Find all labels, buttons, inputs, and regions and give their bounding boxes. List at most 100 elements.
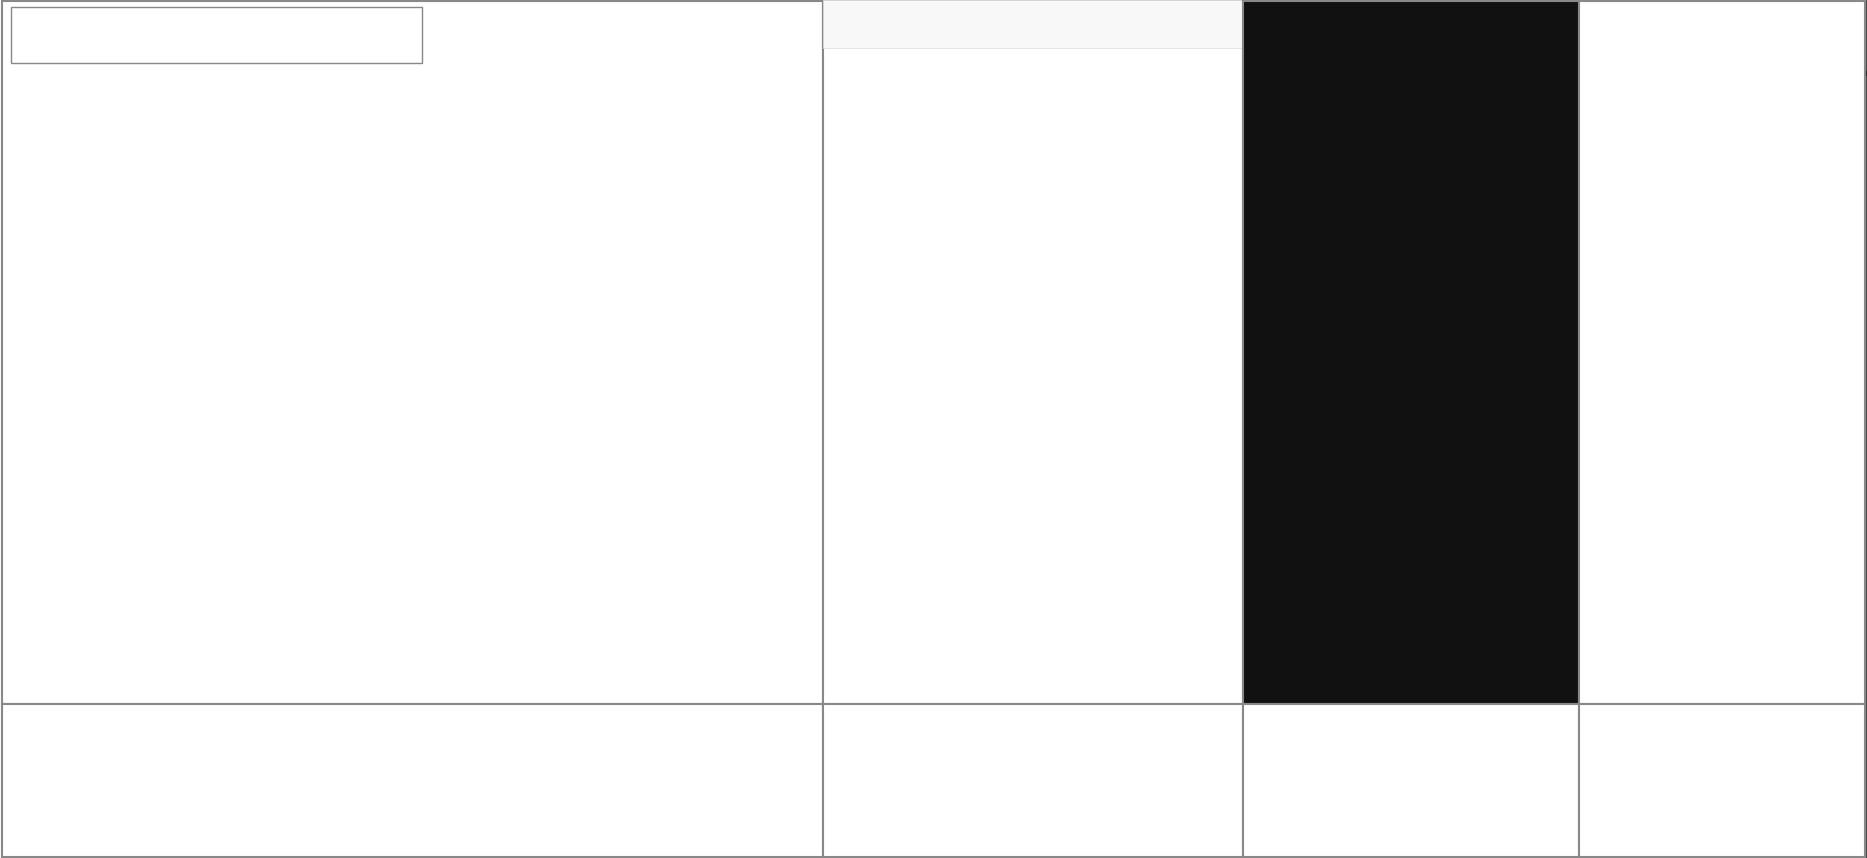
FancyBboxPatch shape [273,352,375,507]
Text: (Complexity) The
woodpecker's mechanism is
complex and may be difficult
to repli: (Complexity) The woodpecker's mechanism … [1585,499,1718,540]
Text: osteoclast: osteoclast [426,601,474,611]
Text: woodpecker: woodpecker [1260,452,1331,466]
FancyBboxPatch shape [827,239,861,299]
Text: Root Bra...: Root Bra... [37,678,101,688]
Text: (Self-Repair) Fish scales have
the ability to regenerate,
ensuring continuous
pr: (Self-Repair) Fish scales have the abili… [1729,289,1867,329]
FancyBboxPatch shape [9,286,405,335]
FancyBboxPatch shape [667,352,775,507]
Text: Manage Impact: Manage Impact [67,39,175,53]
Text: Mechanism: Mechanism [844,437,924,450]
Text: User clicks the: User clicks the [1270,725,1376,739]
Text: ✓: ✓ [838,263,849,276]
Text: (Flexibility) Despite their
toughness, fish scales are
flexible, allowing for
mo: (Flexibility) Despite their toughness, f… [1729,402,1845,443]
Text: osteoblast: osteoblast [426,572,476,583]
Text: Compare: Compare [866,371,922,384]
FancyBboxPatch shape [405,286,816,335]
Text: User clicks the: User clicks the [857,725,963,739]
Text: activity: activity [426,614,461,625]
Text: (Impact Resistance) The
scales of Perciformes are
designed to resist impact,
pro: (Impact Resistance) The scales of Percif… [1729,148,1854,199]
FancyBboxPatch shape [528,352,631,507]
Text: combination mechanism.: combination mechanism. [857,792,1032,807]
Text: 👎 CONS: 👎 CONS [1585,462,1634,474]
Text: Force-di...: Force-di... [446,523,510,534]
FancyBboxPatch shape [204,131,314,239]
Text: Deep Ro...: Deep Ro... [420,527,482,536]
FancyBboxPatch shape [146,570,248,662]
Text: Rodentia: Rodentia [708,495,752,505]
FancyBboxPatch shape [19,352,121,507]
Text: button after selecting a pair of: button after selecting a pair of [1602,758,1815,772]
Text: and: and [426,587,442,596]
Text: Sidebar: Sidebar [1004,32,1062,47]
Text: urchins: urchins [35,149,80,162]
Text: User clicks the: User clicks the [1602,725,1708,739]
Text: This combined mechanism integrates the force-diverting
lower jaw tissue mechanis: This combined mechanism integrates the f… [844,472,1150,552]
Text: Scales for impact resistance.: Scales for impact resistance. [948,336,1118,347]
Text: Marine...: Marine... [571,523,616,534]
Text: Group: jaw, structure, prey, force, reinforced: Group: jaw, structure, prey, force, rein… [478,302,741,315]
Text: Problem Query: Problem Query [345,120,448,135]
FancyBboxPatch shape [19,570,121,662]
FancyBboxPatch shape [1243,1,1579,338]
Text: Vertebrates: Vertebrates [426,657,482,667]
Text: Explain: Explain [1341,725,1397,739]
Text: Gastropods: Gastropods [364,235,428,245]
Text: Conical s...: Conical s... [338,246,405,256]
Text: species: species [35,93,82,106]
Text: 👍 PROS: 👍 PROS [1729,118,1776,130]
Text: Gannets: Gannets [35,330,82,340]
FancyBboxPatch shape [400,352,502,507]
Text: Ideate: Ideate [1144,371,1184,384]
Text: Collagen...: Collagen... [35,177,118,190]
Text: (Shock Absorption) The
woodpecker's lower jaw
tissue mechanism helps to
absorb a: (Shock Absorption) The woodpecker's lowe… [1585,148,1718,209]
Text: button see a potential: button see a potential [857,758,1010,772]
Text: Group: root, roots', force, structure, stability.: Group: root, roots', force, structure, s… [52,302,355,315]
FancyBboxPatch shape [426,352,532,507]
Text: (Mammals,: (Mammals, [426,671,480,681]
Text: (Adaptability) The
woodpecker's mechanism is
adaptable to different types
of imp: (Adaptability) The woodpecker's mechanis… [1585,456,1712,517]
Text: Root Hai...: Root Hai... [166,678,228,688]
Text: Hymenopter: Hymenopter [49,552,110,561]
Text: kerguelensis: kerguelensis [35,304,105,313]
Text: Grey
smooth-
hound shark: Grey smooth- hound shark [566,532,622,561]
Text: (Limited Protection) While
scales provide good
protection against impacts,
they : (Limited Protection) While scales provid… [1729,499,1860,550]
Text: cross spider: cross spider [183,121,258,134]
Text: Scales for impact resistance
(Perciformes): Scales for impact resistance (Perciforme… [1705,68,1867,89]
Text: Composi...: Composi... [461,193,521,203]
FancyBboxPatch shape [827,117,861,177]
Text: 👎 CONS: 👎 CONS [1729,462,1776,474]
Text: Fragilariopsis: Fragilariopsis [35,285,108,294]
Text: Golden-fronted woodpecker: Golden-fronted woodpecker [1260,365,1415,375]
Text: Compare: Compare [1662,725,1733,739]
Text: Species: Golden-fronted: Species: Golden-fronted [1260,437,1402,450]
FancyBboxPatch shape [441,135,540,197]
Text: Ant's tun...: Ant's tun... [37,527,103,536]
Text: Isoetales: Isoetales [314,552,357,561]
Text: Advantages:: Advantages: [844,599,928,612]
Text: Combine: Combine [945,725,1012,739]
Text: Force-diverting lower jaw tissue mechanism: Force-diverting lower jaw tissue mechani… [904,210,1163,221]
Text: Rosales: Rosales [189,552,226,561]
Text: urchins: urchins [35,262,80,275]
Text: Force-diverting lower jaw
tissue mechanism (Golden-
fronted woodpecker): Force-diverting lower jaw tissue mechani… [1566,68,1736,100]
Text: Garden: Garden [183,93,228,106]
FancyBboxPatch shape [1251,454,1425,517]
Text: Self-...: Self-... [704,523,737,534]
Text: My Ideas: My Ideas [1068,68,1124,82]
Text: Incisor g...: Incisor g... [566,523,620,534]
Text: Force-di...: Force-di... [549,527,609,536]
Text: Compare: Compare [1600,22,1656,35]
Text: Ideate: Ideate [1794,22,1833,35]
Text: Cluster Label: Cluster Label [429,341,521,356]
Text: fronted: fronted [426,552,459,561]
Text: Force-diverting lower jaw...: Force-diverting lower jaw... [1260,342,1453,355]
Text: board-based interface that shows diverse: board-based interface that shows diverse [67,758,357,772]
FancyBboxPatch shape [323,131,426,239]
Text: Isoetales: Isoetales [441,552,484,561]
Text: The force-diverting lower jaw tissue
mechanism in the Golden-fronted
woodpecker,: The force-diverting lower jaw tissue mec… [1260,514,1460,547]
Text: Vertebra...: Vertebra... [426,559,489,569]
Text: Isoetales: Isoetales [58,688,101,698]
Text: Combine: Combine [1695,22,1749,35]
Text: mechanism clusters (left) and a sidebar (right).: mechanism clusters (left) and a sidebar … [67,792,396,807]
Text: Resistant Force-Diverting Scaled Jaw: Resistant Force-Diverting Scaled Jaw [844,420,1103,432]
